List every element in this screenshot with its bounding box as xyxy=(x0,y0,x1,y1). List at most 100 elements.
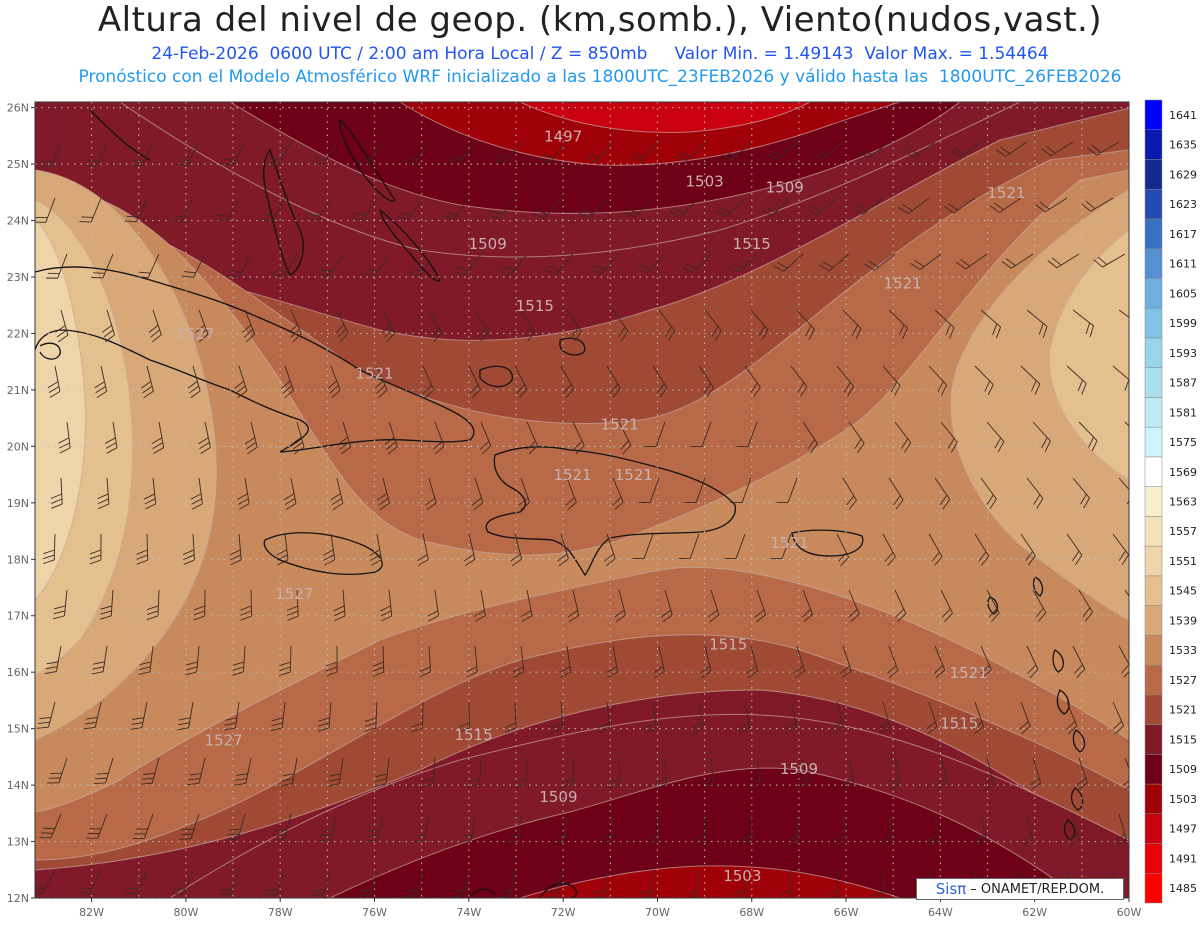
colorbar-label: 1521 xyxy=(1169,704,1197,717)
colorbar-swatch xyxy=(1144,456,1163,487)
wind-barb xyxy=(187,757,206,786)
wind-barb xyxy=(565,477,577,511)
contour-label: 1497 xyxy=(544,128,582,146)
wind-barb xyxy=(151,421,165,454)
map-title: Altura del nivel de geop. (km,somb.), Vi… xyxy=(97,0,1103,40)
wind-barb xyxy=(232,645,246,676)
wind-barb xyxy=(949,141,982,158)
wind-barb xyxy=(1032,589,1047,622)
wind-barb xyxy=(136,533,149,565)
wind-barb xyxy=(1118,477,1129,505)
colorbar-label: 1605 xyxy=(1169,287,1197,300)
contour-label: 1521 xyxy=(884,274,922,292)
band-1497-north xyxy=(399,102,901,166)
colorbar-swatch xyxy=(1144,99,1163,130)
wind-barb xyxy=(770,533,792,559)
wind-barb xyxy=(140,757,160,785)
wind-barb xyxy=(567,589,580,623)
lesser-antilles-3 xyxy=(1056,689,1070,715)
colorbar-label: 1539 xyxy=(1169,614,1197,627)
florida-keys xyxy=(89,109,151,161)
contour-label: 1515 xyxy=(709,636,747,654)
wind-barb xyxy=(1041,141,1074,157)
wind-barb xyxy=(934,309,955,339)
colorbar-swatch xyxy=(1144,813,1163,844)
wind-barb xyxy=(1035,197,1068,213)
wind-barb xyxy=(1118,309,1129,326)
wind-barb xyxy=(1123,757,1129,791)
wind-barb xyxy=(787,813,800,846)
wind-barb xyxy=(888,309,908,340)
wind-barb xyxy=(980,477,997,509)
wind-barb xyxy=(785,701,798,735)
colorbar-swatch xyxy=(1144,278,1163,309)
wind-barb xyxy=(943,197,976,214)
wind-barb xyxy=(36,701,56,729)
wind-barb xyxy=(773,253,804,272)
wind-barb xyxy=(818,253,850,272)
wind-barb xyxy=(280,365,294,399)
bahamas-exuma xyxy=(379,208,441,282)
colorbar: 1485 1491 1497 1503 1509 1515 1521 1527 1533 1539… xyxy=(1144,99,1197,904)
wind-barb xyxy=(335,309,349,343)
wind-barb xyxy=(925,701,938,735)
wind-barb xyxy=(190,477,203,510)
colorbar-swatch xyxy=(1144,545,1163,577)
wind-barb xyxy=(702,757,714,790)
wind-barb xyxy=(433,421,445,455)
wind-barb xyxy=(185,645,200,676)
colorbar-label: 1587 xyxy=(1169,377,1197,390)
wind-barb xyxy=(630,141,660,162)
wind-barb xyxy=(380,589,393,622)
wind-barb xyxy=(229,533,242,566)
wind-barb xyxy=(317,701,332,732)
wind-barb xyxy=(226,813,246,841)
wind-barb xyxy=(612,309,629,342)
wind-barb xyxy=(842,477,857,510)
wind-barb xyxy=(699,645,712,679)
wind-barb xyxy=(632,533,654,559)
wind-barb xyxy=(182,533,195,565)
wind-barb xyxy=(499,253,528,275)
wind-barb xyxy=(533,197,562,219)
contour-label: 1503 xyxy=(723,867,761,885)
wind-barb xyxy=(1078,589,1093,622)
wind-barb xyxy=(311,869,332,896)
colorbar-label: 1575 xyxy=(1169,436,1197,449)
wind-barb xyxy=(1029,757,1042,791)
wind-barb xyxy=(221,141,246,166)
wind-barb xyxy=(698,365,715,398)
colorbar-swatch xyxy=(1144,397,1163,428)
wind-barb xyxy=(614,589,626,623)
wind-barb xyxy=(873,869,885,898)
wind-barb xyxy=(1124,421,1129,441)
wind-barb xyxy=(272,253,298,278)
wind-barb xyxy=(1026,309,1048,338)
wind-barb xyxy=(894,589,907,623)
wind-barb xyxy=(754,589,767,623)
wind-barb xyxy=(264,869,286,896)
wind-barb xyxy=(58,421,71,454)
wind-barb xyxy=(738,701,751,734)
contour-label: 1527 xyxy=(205,732,243,750)
hispaniola-coast xyxy=(485,446,736,577)
wind-barb xyxy=(604,533,616,567)
bahamas-andros xyxy=(263,148,304,276)
wind-barb xyxy=(319,813,338,842)
wind-barb xyxy=(240,589,252,621)
colorbar-label: 1533 xyxy=(1169,644,1197,657)
wind-barb xyxy=(124,197,148,223)
contour-label: 1521 xyxy=(770,534,808,552)
wind-barb xyxy=(972,701,984,735)
wind-barb xyxy=(848,589,860,623)
wind-barb xyxy=(606,365,621,398)
colorbar-label: 1557 xyxy=(1169,525,1197,538)
wind-barb xyxy=(1093,253,1126,268)
colorbar-swatch xyxy=(1144,516,1163,547)
wind-barb xyxy=(852,197,884,215)
wind-barb xyxy=(369,533,382,566)
wind-barb xyxy=(325,645,338,677)
wind-barb xyxy=(333,589,346,622)
wind-barb xyxy=(413,813,430,843)
wind-barb xyxy=(584,141,614,163)
